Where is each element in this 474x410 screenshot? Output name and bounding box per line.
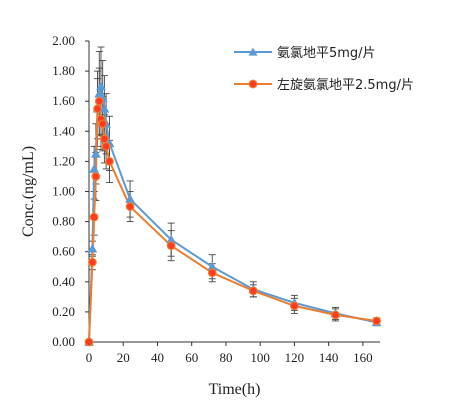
x-tick-label: 120 xyxy=(285,350,305,365)
series-lines xyxy=(89,86,377,342)
y-axis-title: Conc.(ng/mL) xyxy=(20,146,37,237)
x-axis-title: Time(h) xyxy=(209,381,261,398)
series-2-point xyxy=(85,338,93,346)
series-2-point xyxy=(291,302,299,310)
series-markers xyxy=(85,82,382,346)
series-2-point xyxy=(94,105,102,113)
y-tick-label: 2.00 xyxy=(52,33,75,48)
x-tick-label: 20 xyxy=(117,350,130,365)
y-tick-label: 1.60 xyxy=(52,93,75,108)
x-tick-label: 140 xyxy=(319,350,339,365)
y-tick-label: 0.60 xyxy=(52,244,75,259)
legend-circle-marker xyxy=(249,80,257,88)
series-2-point xyxy=(89,258,97,266)
legend-label-2: 左旋氨氯地平2.5mg/片 xyxy=(277,78,414,93)
y-tick-label: 1.00 xyxy=(52,184,75,199)
y-tick-label: 1.80 xyxy=(52,63,75,78)
series-2-point xyxy=(92,173,100,181)
y-tick-label: 0.20 xyxy=(52,304,75,319)
y-tick-label: 0.80 xyxy=(52,214,75,229)
legend-label-1: 氨氯地平5mg/片 xyxy=(277,46,376,61)
x-tick-label: 160 xyxy=(353,350,373,365)
y-tick-label: 0.40 xyxy=(52,274,75,289)
y-tick-label: 1.20 xyxy=(52,153,75,168)
x-tick-label: 0 xyxy=(86,350,93,365)
series-1-point xyxy=(91,149,100,157)
series-1-point xyxy=(90,164,99,172)
series-2-point xyxy=(208,269,216,277)
x-tick-label: 80 xyxy=(219,350,232,365)
series-2-point xyxy=(373,317,381,325)
y-tick-label: 1.40 xyxy=(52,123,75,138)
x-tick-label: 100 xyxy=(250,350,270,365)
y-tick-label: 0.00 xyxy=(52,334,75,349)
series-2-point xyxy=(99,120,107,128)
series-2-point xyxy=(126,203,134,211)
series-2-point xyxy=(101,135,109,143)
series-2-point xyxy=(95,97,103,105)
series-2-point xyxy=(102,143,110,151)
series-2-point xyxy=(167,242,175,250)
series-2-point xyxy=(250,287,258,295)
x-tick-label: 40 xyxy=(151,350,164,365)
x-tick-label: 60 xyxy=(185,350,198,365)
series-2-point xyxy=(332,311,340,319)
series-2-point xyxy=(106,158,114,166)
legend: 氨氯地平5mg/片左旋氨氯地平2.5mg/片 xyxy=(234,46,414,93)
series-2-point xyxy=(90,213,98,221)
series-line-1 xyxy=(89,86,377,342)
